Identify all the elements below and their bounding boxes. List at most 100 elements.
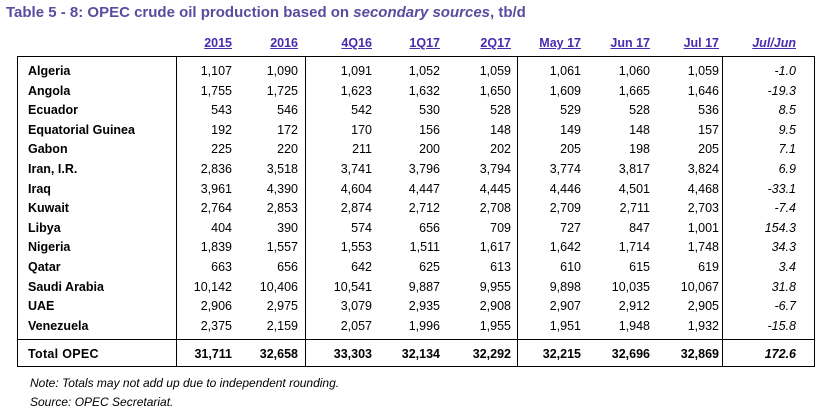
value-cell: 727	[560, 220, 581, 235]
value-cell: 2,057	[340, 318, 372, 333]
value-cell: 2,912	[618, 299, 650, 314]
table-row: Qatar 663 656 642 625 613 610 615 619 3.4	[17, 257, 815, 277]
value-cell: 529	[560, 103, 581, 118]
value-cell: 1,609	[549, 83, 581, 98]
total-value-cell: 32,215	[542, 347, 581, 361]
total-label: Total OPEC	[28, 347, 99, 361]
change-cell: -19.3	[767, 83, 797, 98]
total-row: Total OPEC 31,711 32,658 33,303 32,134 32,29…	[17, 343, 815, 365]
value-cell: 610	[560, 260, 581, 274]
value-cell: 4,501	[618, 181, 650, 196]
value-cell: 615	[629, 260, 650, 274]
value-cell: 2,853	[266, 201, 298, 216]
value-cell: 656	[419, 220, 440, 235]
table-row: Ecuador 543 546 542 530 528 529 528 536 8.5	[17, 100, 815, 120]
column-header: 2Q17	[480, 36, 511, 50]
value-cell: 9,955	[479, 279, 511, 294]
value-cell: 1,951	[549, 318, 581, 333]
change-cell: 34.3	[771, 240, 796, 255]
column-header: May 17	[539, 36, 581, 50]
total-value-cell: 32,869	[680, 347, 719, 361]
change-cell: 6.9	[778, 162, 796, 176]
change-cell: -1.0	[774, 64, 796, 78]
table-row: Equatorial Guinea 192 172 170 156 148 149 148 15…	[17, 120, 815, 140]
value-cell: 149	[560, 122, 581, 137]
value-cell: 1,090	[266, 64, 298, 78]
value-cell: 3,741	[340, 162, 372, 176]
country-name: Iraq	[28, 181, 51, 196]
value-cell: 663	[211, 260, 232, 274]
change-cell: 3.4	[778, 260, 796, 274]
table-row: UAE 2,906 2,975 3,079 2,935 2,908 2,907 2,912 2,…	[17, 296, 815, 316]
table-title-italic: secondary sources	[353, 4, 491, 21]
change-cell: 7.1	[778, 142, 796, 157]
value-cell: 198	[629, 142, 650, 157]
change-cell: 154.3	[764, 220, 796, 235]
value-cell: 200	[419, 142, 440, 157]
value-cell: 2,907	[549, 299, 581, 314]
column-divider	[517, 56, 518, 367]
total-value-cell: 32,134	[401, 347, 440, 361]
column-header: Jul/Jun	[752, 36, 796, 50]
column-divider	[722, 56, 723, 367]
value-cell: 10,035	[611, 279, 650, 294]
country-name: Iran, I.R.	[28, 162, 78, 176]
value-cell: 1,996	[408, 318, 440, 333]
value-cell: 10,541	[333, 279, 372, 294]
value-cell: 148	[490, 122, 511, 137]
value-cell: 1,650	[479, 83, 511, 98]
country-name: Libya	[28, 220, 61, 235]
value-cell: 3,518	[266, 162, 298, 176]
value-cell: 1,932	[687, 318, 719, 333]
value-cell: 2,836	[200, 162, 232, 176]
value-cell: 2,709	[549, 201, 581, 216]
table-row: Libya 404 390 574 656 709 727 847 1,001 154.3	[17, 218, 815, 238]
change-cell: -15.8	[767, 318, 797, 333]
value-cell: 225	[211, 142, 232, 157]
total-value-cell: 32,658	[259, 347, 298, 361]
value-cell: 2,159	[266, 318, 298, 333]
value-cell: 709	[490, 220, 511, 235]
total-value-cell: 32,696	[611, 347, 650, 361]
country-name: Venezuela	[28, 318, 89, 333]
value-cell: 2,935	[408, 299, 440, 314]
table-title: Table 5 - 8: OPEC crude oil production b…	[6, 4, 526, 21]
value-cell: 4,390	[266, 181, 298, 196]
value-cell: 2,975	[266, 299, 298, 314]
value-cell: 192	[211, 122, 232, 137]
country-name: Qatar	[28, 260, 61, 274]
change-cell: 31.8	[771, 279, 796, 294]
value-cell: 530	[419, 103, 440, 118]
change-cell: -6.7	[774, 299, 796, 314]
value-cell: 1,623	[340, 83, 372, 98]
country-name: Nigeria	[28, 240, 71, 255]
value-cell: 2,905	[687, 299, 719, 314]
value-cell: 3,817	[618, 162, 650, 176]
value-cell: 172	[277, 122, 298, 137]
value-cell: 1,052	[408, 64, 440, 78]
country-name: UAE	[28, 299, 55, 314]
value-cell: 1,642	[549, 240, 581, 255]
value-cell: 4,468	[687, 181, 719, 196]
value-cell: 2,712	[408, 201, 440, 216]
value-cell: 2,375	[200, 318, 232, 333]
value-cell: 2,711	[619, 201, 650, 216]
value-cell: 205	[698, 142, 719, 157]
column-divider	[305, 56, 306, 367]
value-cell: 3,824	[687, 162, 719, 176]
country-name: Angola	[28, 83, 71, 98]
country-name: Kuwait	[28, 201, 69, 216]
value-cell: 542	[351, 103, 372, 118]
column-header: 2016	[270, 36, 298, 50]
value-cell: 4,446	[549, 181, 581, 196]
country-name: Gabon	[28, 142, 68, 157]
value-cell: 1,557	[266, 240, 298, 255]
column-divider	[176, 56, 177, 367]
value-cell: 1,553	[340, 240, 372, 255]
value-cell: 2,906	[200, 299, 232, 314]
note-rounding: Note: Totals may not add up due to indep…	[30, 376, 340, 390]
country-name: Algeria	[28, 64, 71, 78]
column-header: 2015	[204, 36, 232, 50]
value-cell: 404	[211, 220, 232, 235]
country-name: Equatorial Guinea	[28, 122, 135, 137]
